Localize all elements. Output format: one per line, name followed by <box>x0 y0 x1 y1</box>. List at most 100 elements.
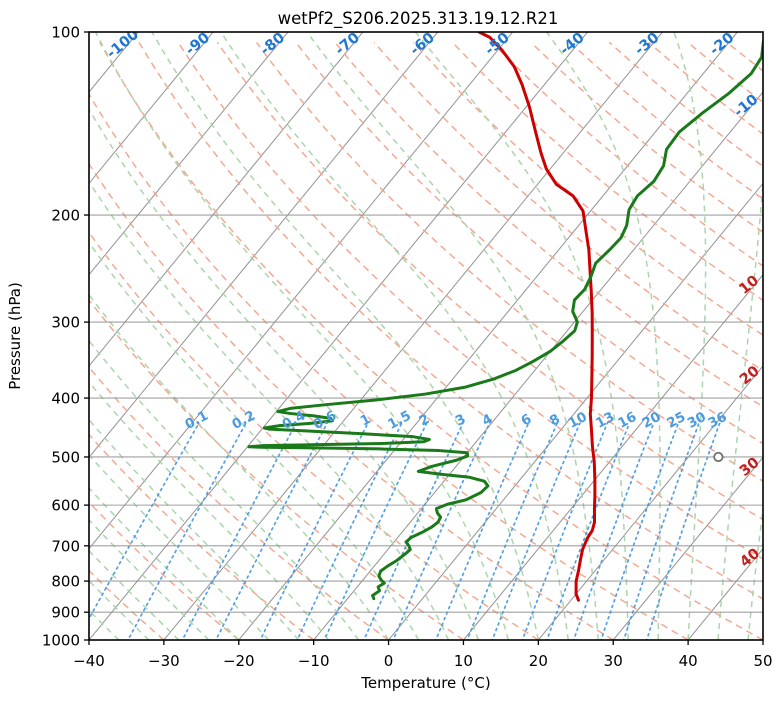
moist-adiabat <box>673 32 707 640</box>
isotherm-line <box>89 32 588 640</box>
isotherm-line <box>537 365 763 640</box>
x-tick-label: −30 <box>148 652 180 670</box>
y-tick-label: 200 <box>51 207 80 225</box>
moist-adiabat <box>151 32 540 640</box>
isotherm-line <box>238 32 738 640</box>
y-tick-label: 800 <box>51 573 80 591</box>
dry-adiabat <box>89 298 464 640</box>
dry-adiabat <box>334 41 763 408</box>
chart-title: wetPf2_S206.2025.313.19.12.R21 <box>278 9 559 29</box>
mixing-ratio-line <box>392 422 491 640</box>
mixing-ratio-line <box>259 422 369 640</box>
x-tick-label: 0 <box>384 652 394 670</box>
isotherm-line <box>388 182 763 640</box>
parcel-marker <box>713 451 724 463</box>
isotherm-line <box>89 32 289 276</box>
x-tick-label: −20 <box>223 652 255 670</box>
dry-adiabat <box>216 41 763 521</box>
sounding-curves <box>247 32 763 602</box>
moist-adiabat <box>89 107 480 640</box>
mixing-ratio-line <box>323 422 428 640</box>
plot-border <box>88 31 764 641</box>
y-tick-label: 400 <box>51 390 80 408</box>
dry-adiabat <box>89 569 165 640</box>
x-tick-label: 30 <box>604 652 623 670</box>
mixing-ratio-line <box>572 422 655 640</box>
y-tick-label: 700 <box>51 537 80 555</box>
mixing-ratio-line <box>181 422 297 640</box>
x-axis: −40 −30 −20 −10 0 10 20 30 40 50 <box>73 640 773 670</box>
isotherm-line <box>89 32 514 550</box>
isotherm-line <box>612 456 763 640</box>
y-tick-label: 600 <box>51 497 80 515</box>
x-tick-label: 20 <box>529 652 548 670</box>
y-tick-label: 100 <box>51 24 80 42</box>
sounding-temperature-curve <box>477 32 597 602</box>
mixing-ratio-line <box>215 422 328 640</box>
y-tick-label: 900 <box>51 604 80 622</box>
dry-adiabat <box>89 501 240 640</box>
moist-adiabat <box>89 241 420 640</box>
moist-adiabat <box>89 418 300 640</box>
moist-adiabat <box>89 453 270 640</box>
isotherm-line <box>89 32 364 367</box>
dry-adiabat <box>177 41 763 560</box>
x-tick-label: 50 <box>753 652 772 670</box>
mixing-ratio-lines <box>89 422 721 640</box>
moist-adiabat <box>89 486 240 640</box>
mixing-ratio-line <box>363 422 464 640</box>
mixing-ratio-line <box>491 422 581 640</box>
background-gridlines <box>89 32 763 640</box>
mixing-ratio-label: 13 <box>593 409 617 432</box>
dry-adiabat <box>373 41 763 372</box>
isotherm-line <box>463 273 763 640</box>
y-axis-label: Pressure (hPa) <box>6 282 24 390</box>
plot-background <box>89 32 763 640</box>
mixing-ratio-line <box>296 422 403 640</box>
parcel-marker-dot <box>713 451 724 463</box>
x-tick-label: 40 <box>679 652 698 670</box>
mixing-ratio-line <box>521 422 609 640</box>
dry-adiabat <box>491 41 763 267</box>
mixing-ratio-label: 25 <box>664 409 688 432</box>
dry-adiabat <box>648 41 763 135</box>
mixing-ratio-line <box>466 422 558 640</box>
dry-adiabat <box>569 41 763 200</box>
x-tick-label: −40 <box>73 652 105 670</box>
isotherm-line <box>313 91 763 640</box>
isotherm-line <box>163 32 663 640</box>
y-tick-label: 300 <box>51 314 80 332</box>
x-tick-label: −10 <box>298 652 330 670</box>
isotherm-line <box>89 32 439 459</box>
dry-adiabat <box>295 41 763 445</box>
mixing-ratio-line <box>546 422 631 640</box>
x-axis-label: Temperature (°C) <box>360 674 490 692</box>
mixing-ratio-line <box>600 422 680 640</box>
dry-adiabat <box>138 42 763 600</box>
mixing-ratio-line <box>645 422 721 640</box>
moist-adiabat <box>89 380 330 640</box>
y-tick-label: 500 <box>51 448 80 466</box>
moist-adiabat <box>717 172 763 640</box>
dry-adiabat <box>530 41 763 234</box>
mixing-ratio-label: 10 <box>566 409 590 432</box>
mixing-ratio-line <box>89 422 200 621</box>
isotherm-line <box>89 32 214 185</box>
y-axis: 100 200 300 400 500 600 700 800 900 1000 <box>42 24 89 650</box>
moist-adiabat <box>89 339 360 640</box>
moist-adiabat <box>414 32 629 640</box>
mixing-ratio-line <box>622 422 700 640</box>
dry-adiabat <box>99 42 763 640</box>
moist-adiabat <box>89 180 450 640</box>
mixing-ratio-label: 16 <box>615 409 639 432</box>
dry-adiabat <box>89 92 689 640</box>
moist-adiabat <box>94 32 510 640</box>
dry-adiabat <box>89 231 539 640</box>
mixing-ratio-line <box>127 422 247 640</box>
mixing-ratio-line <box>434 422 530 640</box>
y-tick-label: 1000 <box>42 632 80 650</box>
x-tick-label: 10 <box>454 652 473 670</box>
